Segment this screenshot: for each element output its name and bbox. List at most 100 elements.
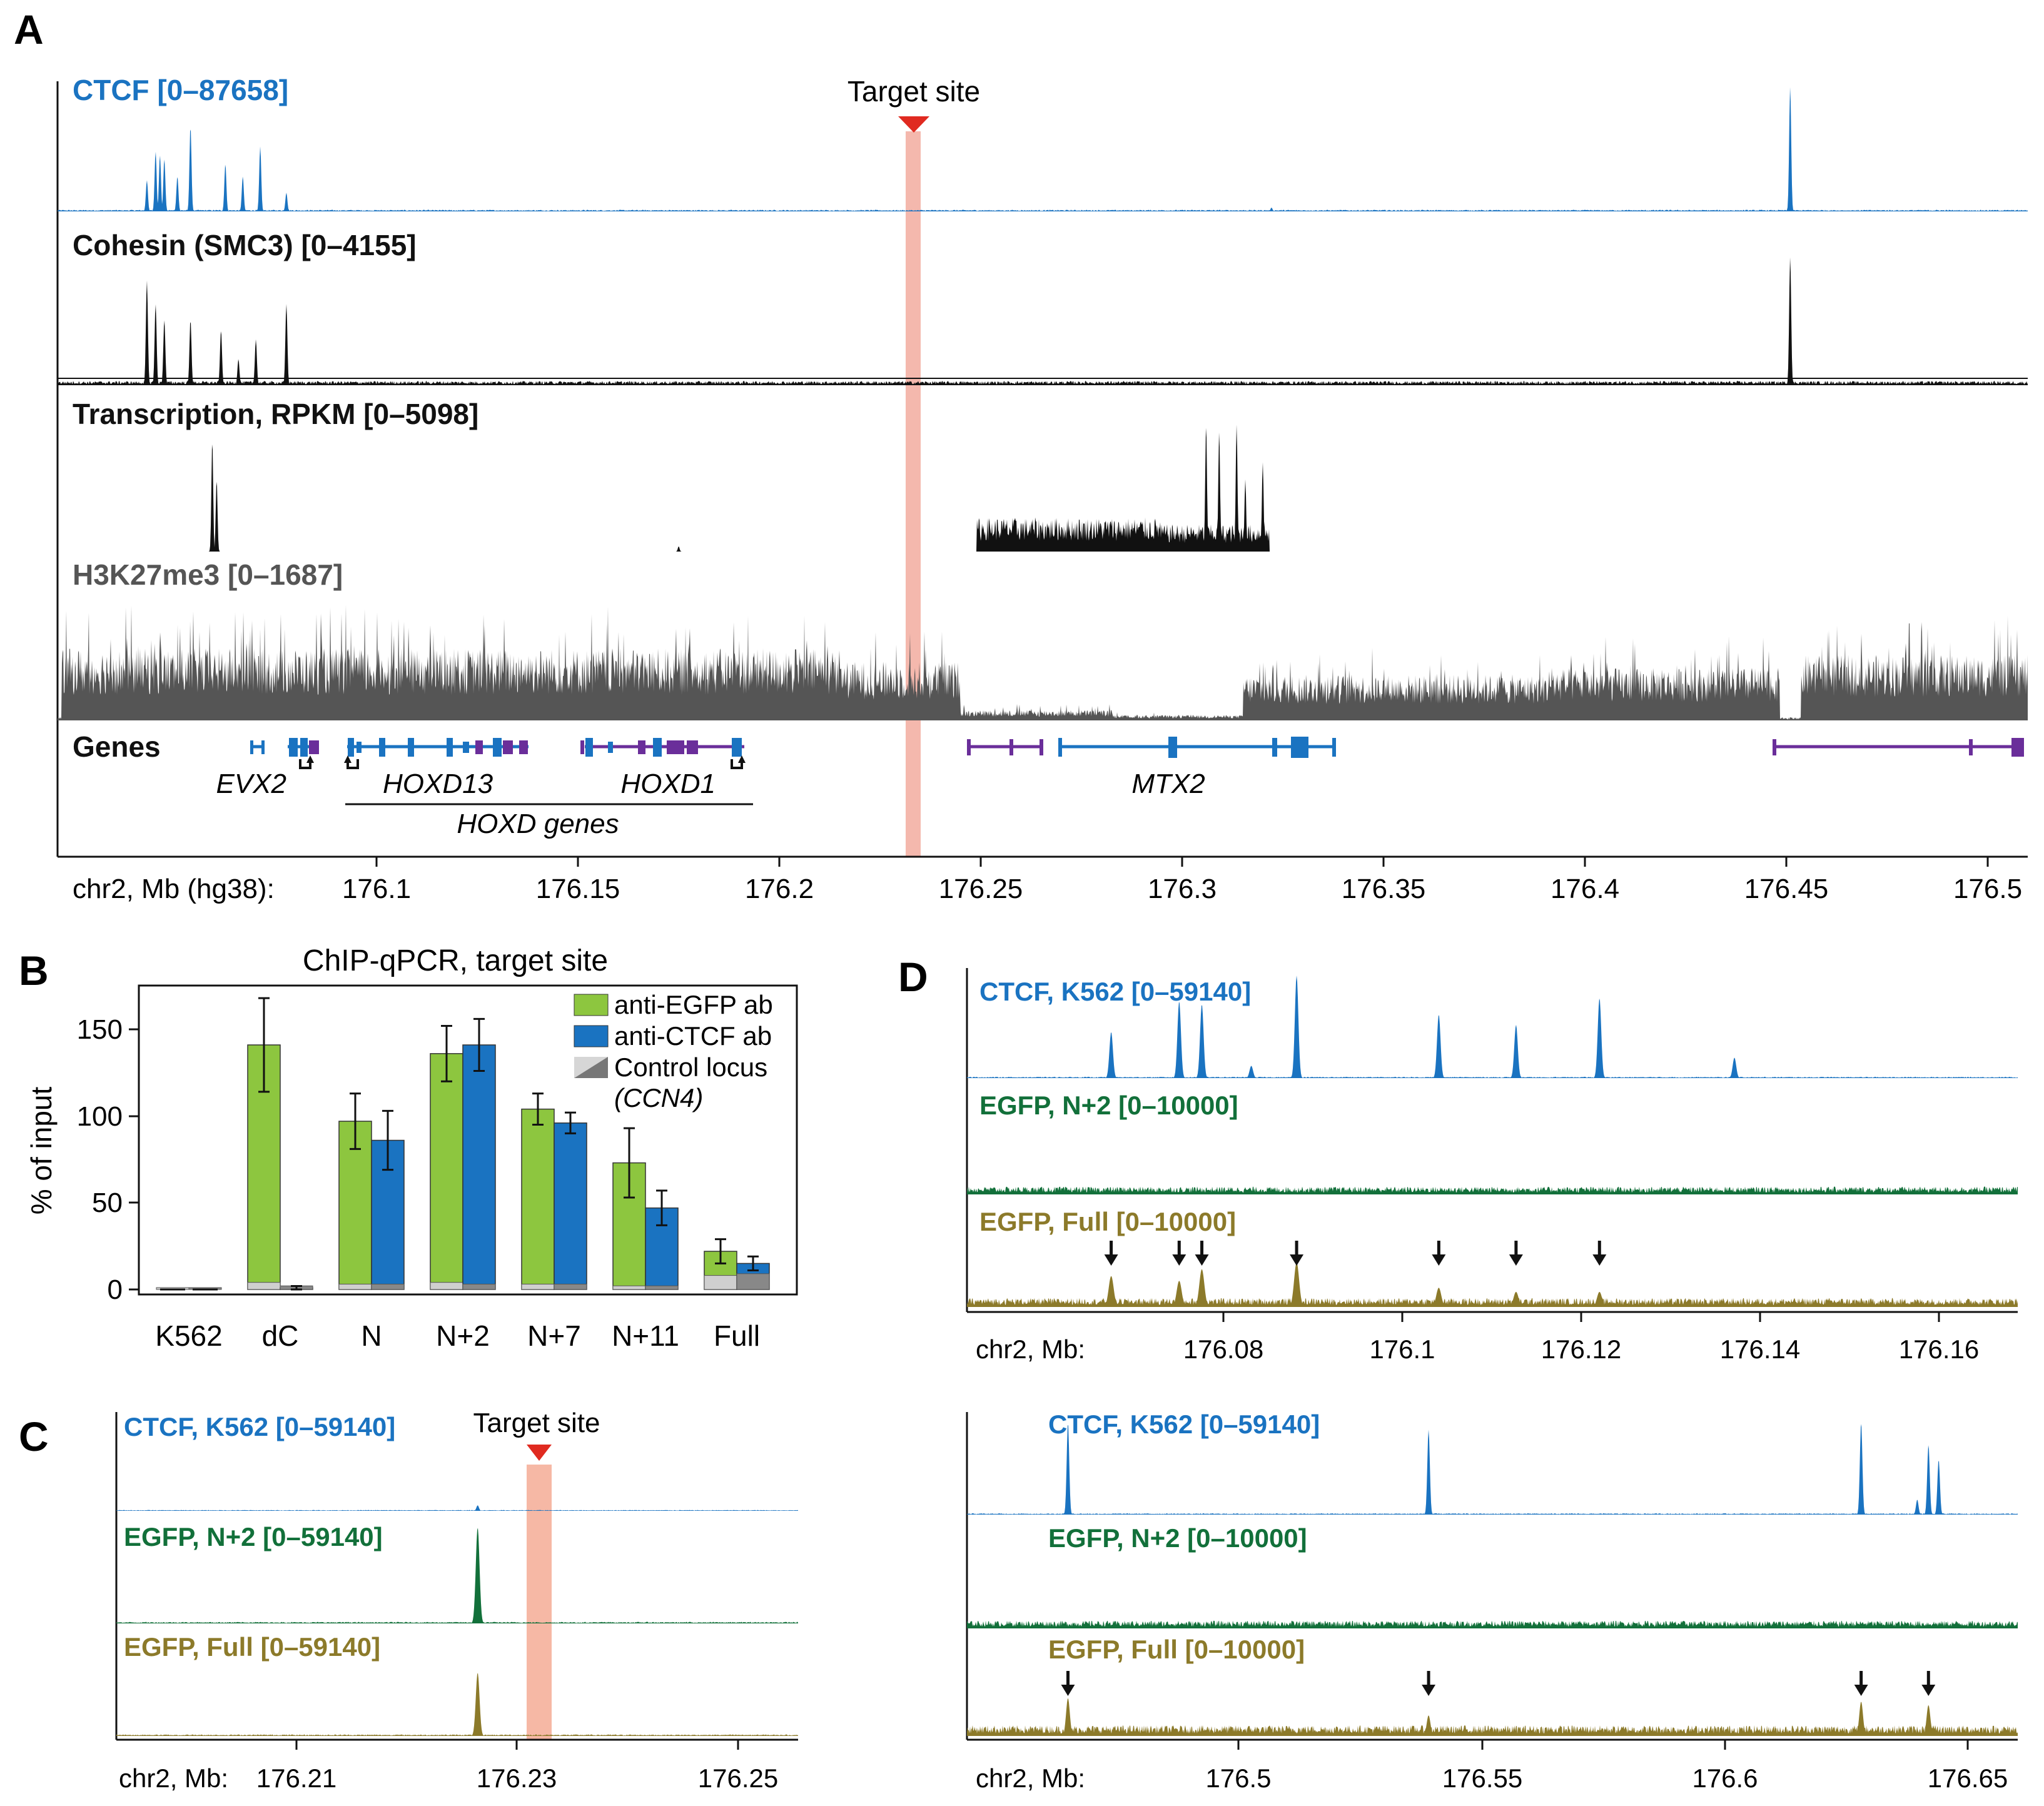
- tick-label: 176.45: [1744, 874, 1829, 904]
- tick-label: 176.55: [1442, 1763, 1522, 1793]
- panel-b-y-ticks: 0 50 100 150: [77, 1014, 139, 1305]
- bar-control: [554, 1283, 587, 1290]
- panel-d-bottom-axis-label: chr2, Mb:: [976, 1763, 1085, 1793]
- error-bar: [715, 1238, 726, 1264]
- panel-d-bottom: CTCF, K562 [0–59140] EGFP, N+2 [0–10000]…: [966, 1410, 2018, 1793]
- hoxd1-tss-arrow-icon: [731, 759, 743, 769]
- peak-arrow-head: [1104, 1254, 1118, 1266]
- transcription-track-label: Transcription, RPKM [0–5098]: [73, 398, 478, 430]
- tick-label: 176.12: [1541, 1334, 1621, 1364]
- y-tick-label: 50: [92, 1188, 123, 1218]
- cohesin-track: [58, 257, 2028, 385]
- panel-d-top-full-track: [967, 1262, 2018, 1307]
- y-tick-label: 0: [108, 1274, 123, 1305]
- tick-label: 176.08: [1183, 1334, 1263, 1364]
- error-bar: [747, 1255, 759, 1271]
- error-bar: [532, 1092, 544, 1126]
- category-label: Full: [714, 1319, 760, 1352]
- panel-b: ChIP-qPCR, target site % of input 0 50 1…: [25, 944, 798, 1352]
- error-bar: [473, 1017, 485, 1072]
- bar-control: [247, 1282, 281, 1290]
- peak-arrow-head: [1195, 1254, 1209, 1266]
- panel-c-axis-label: chr2, Mb:: [119, 1763, 228, 1793]
- panel-d-bottom-n2-track: [967, 1620, 2018, 1628]
- transcription-track: [58, 425, 2028, 552]
- tick-label: 176.25: [698, 1763, 778, 1793]
- panel-c: Target site CTCF, K562 [0–59140] EGFP, N…: [115, 1408, 798, 1793]
- peak-arrow-head: [1422, 1685, 1436, 1696]
- error-bar: [656, 1189, 667, 1226]
- panel-d-top: CTCF, K562 [0–59140] EGFP, N+2 [0–10000]…: [966, 968, 2018, 1364]
- tick-label: 176.1: [342, 874, 411, 904]
- legend-swatch-egfp: [574, 994, 609, 1016]
- panel-b-plot-frame: [138, 984, 798, 1296]
- panel-b-categories: K562 dC N N+2 N+7 N+11 Full: [155, 1319, 760, 1352]
- category-label: K562: [155, 1319, 222, 1352]
- category-label: dC: [262, 1319, 299, 1352]
- panel-d-bottom-ctcf-label: CTCF, K562 [0–59140]: [1048, 1410, 1320, 1439]
- tick-label: 176.15: [536, 874, 620, 904]
- peak-arrow-head: [1290, 1254, 1304, 1266]
- tick-label: 176.35: [1342, 874, 1426, 904]
- panel-d-bottom-full-track: [967, 1698, 2018, 1736]
- panel-a-axis-label: chr2, Mb (hg38):: [73, 874, 275, 904]
- error-bar: [258, 997, 270, 1093]
- panel-a: Target site CTCF [0–87658] Cohesin (SMC3…: [56, 74, 2028, 904]
- panel-d-bottom-n2-label: EGFP, N+2 [0–10000]: [1048, 1523, 1307, 1553]
- panel-c-full-track: [116, 1673, 798, 1736]
- panel-d-bottom-full-label: EGFP, Full [0–10000]: [1048, 1635, 1305, 1664]
- category-label: N+7: [527, 1319, 581, 1352]
- bar-egfp: [430, 1053, 463, 1290]
- gene-name-hoxd13: HOXD13: [383, 769, 493, 799]
- tick-label: 176.23: [477, 1763, 557, 1793]
- h3k27me3-track-label: H3K27me3 [0–1687]: [73, 558, 343, 591]
- gene-name-mtx2: MTX2: [1131, 769, 1205, 799]
- bar-control: [704, 1275, 737, 1290]
- tick-label: 176.16: [1899, 1334, 1979, 1364]
- legend-egfp: anti-EGFP ab: [614, 990, 773, 1019]
- bar-ctcf: [554, 1122, 587, 1290]
- y-tick-label: 100: [77, 1101, 123, 1132]
- panel-d-top-axis-label: chr2, Mb:: [976, 1334, 1085, 1364]
- peak-arrow-head: [1854, 1685, 1868, 1696]
- ctcf-track-label: CTCF [0–87658]: [73, 74, 288, 106]
- gene-group-hoxd: HOXD genes: [457, 809, 619, 839]
- tick-label: 176.21: [256, 1763, 336, 1793]
- evx2-tss-arrow-icon: [299, 759, 311, 769]
- panel-b-title: ChIP-qPCR, target site: [303, 944, 608, 977]
- bar-control: [430, 1282, 463, 1290]
- tick-label: 176.3: [1148, 874, 1217, 904]
- bar-control: [645, 1285, 679, 1290]
- ctcf-track: [58, 87, 2028, 211]
- tick-label: 176.65: [1928, 1763, 2008, 1793]
- panel-c-n2-label: EGFP, N+2 [0–59140]: [124, 1522, 383, 1551]
- panel-c-target-label: Target site: [473, 1408, 600, 1438]
- tick-label: 176.5: [1953, 874, 2022, 904]
- tick-label: 176.5: [1205, 1763, 1271, 1793]
- tick-label: 176.4: [1551, 874, 1619, 904]
- bar-control: [521, 1283, 555, 1290]
- tick-label: 176.25: [939, 874, 1023, 904]
- peak-arrow-head: [1592, 1254, 1607, 1266]
- error-bar: [382, 1109, 393, 1171]
- panel-d-top-ctcf-label: CTCF, K562 [0–59140]: [979, 977, 1251, 1006]
- error-bar: [565, 1111, 576, 1134]
- legend-control: Control locus: [614, 1052, 767, 1082]
- bar-control: [371, 1283, 405, 1290]
- peak-arrow-head: [1509, 1254, 1523, 1266]
- peak-arrow-head: [1921, 1685, 1936, 1696]
- legend-ctcf: anti-CTCF ab: [614, 1021, 772, 1051]
- peak-arrow-head: [1061, 1685, 1075, 1696]
- panel-c-ctcf-label: CTCF, K562 [0–59140]: [124, 1412, 395, 1441]
- target-site-marker-icon: [898, 116, 929, 133]
- bar-egfp: [521, 1108, 555, 1290]
- bar-control: [462, 1283, 496, 1290]
- panel-d-top-n2-track: [967, 1186, 2018, 1194]
- error-bar: [291, 1284, 302, 1291]
- bar-control: [736, 1273, 770, 1290]
- panel-c-target-marker-icon: [527, 1445, 552, 1461]
- category-label: N: [361, 1319, 382, 1352]
- gene-name-hoxd1: HOXD1: [620, 769, 716, 799]
- error-bar: [350, 1092, 361, 1150]
